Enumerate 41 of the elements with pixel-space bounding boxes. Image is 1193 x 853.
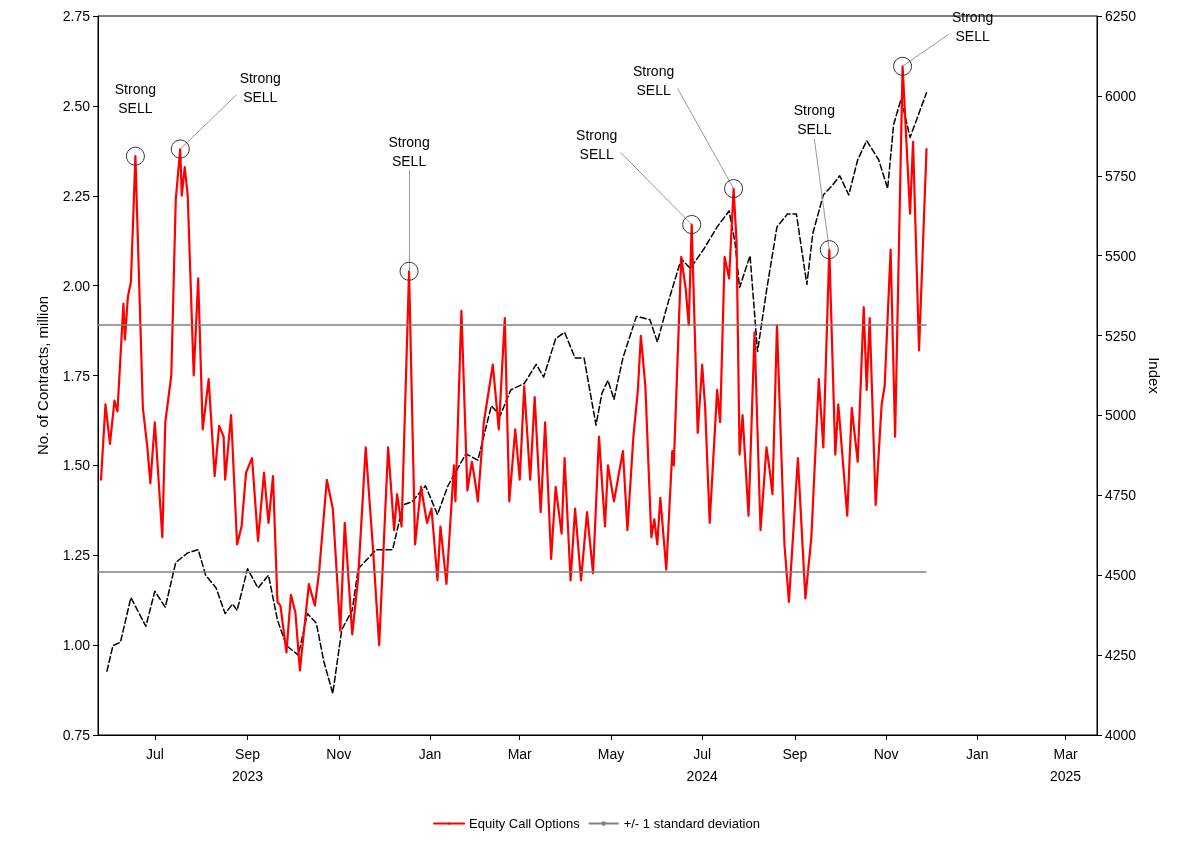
y2-tick-label: 5250 xyxy=(1105,327,1137,344)
annotation: Strong SELL xyxy=(114,80,157,116)
x-tick-label: Nov xyxy=(326,746,352,762)
legend-label: Equity Call Options xyxy=(469,816,581,831)
x-tick-label: Mar xyxy=(507,746,533,762)
y2-tick-label: 4250 xyxy=(1105,647,1137,664)
y2-tick-label: 4500 xyxy=(1105,567,1137,584)
legend-label: +/- 1 standard deviation xyxy=(623,816,760,831)
x-tick-label: Nov xyxy=(873,746,899,762)
y-tick-label: 1.50 xyxy=(62,457,91,474)
y-tick-label: 2.50 xyxy=(62,97,91,114)
annotation: Strong SELL xyxy=(239,69,281,105)
y-axis-title: No. of Contracts, million xyxy=(34,295,51,456)
y-tick-label: 0.75 xyxy=(62,727,91,743)
x-tick-label: Sep xyxy=(782,746,808,762)
annotation: Strong SELL xyxy=(951,8,994,44)
y-tick-label: 1.25 xyxy=(62,547,91,564)
x-tick-label: Jul 2024 xyxy=(686,746,718,784)
y-tick-label: 2.00 xyxy=(62,277,91,294)
y2-tick-label: 4750 xyxy=(1105,487,1137,504)
x-tick-label: May xyxy=(597,746,625,762)
y-tick-label: 2.75 xyxy=(62,8,91,24)
annotation: Strong SELL xyxy=(793,102,835,138)
x-tick-label: Jan xyxy=(966,746,989,762)
y-tick-label: 1.75 xyxy=(62,367,91,384)
x-tick-label: Jan xyxy=(418,746,442,762)
x-tick-label: Sep 2023 xyxy=(231,746,264,784)
annotation: Strong SELL xyxy=(576,127,618,163)
y-tick-label: 1.00 xyxy=(62,637,91,654)
annotation: Strong SELL xyxy=(632,63,675,99)
x-tick-label: Jul xyxy=(145,746,164,762)
y-tick-label: 2.25 xyxy=(62,187,91,204)
y2-tick-label: 6000 xyxy=(1105,87,1137,104)
y2-tick-label: 5750 xyxy=(1105,167,1137,184)
y2-axis-title: Index xyxy=(1146,357,1164,395)
y2-tick-label: 6250 xyxy=(1105,8,1137,24)
y2-tick-label: 5500 xyxy=(1105,247,1137,264)
y2-tick-label: 4000 xyxy=(1105,727,1137,743)
annotation: Strong SELL xyxy=(388,133,430,169)
x-tick-label: Mar 2025 xyxy=(1050,746,1082,784)
y2-tick-label: 5000 xyxy=(1105,407,1137,424)
